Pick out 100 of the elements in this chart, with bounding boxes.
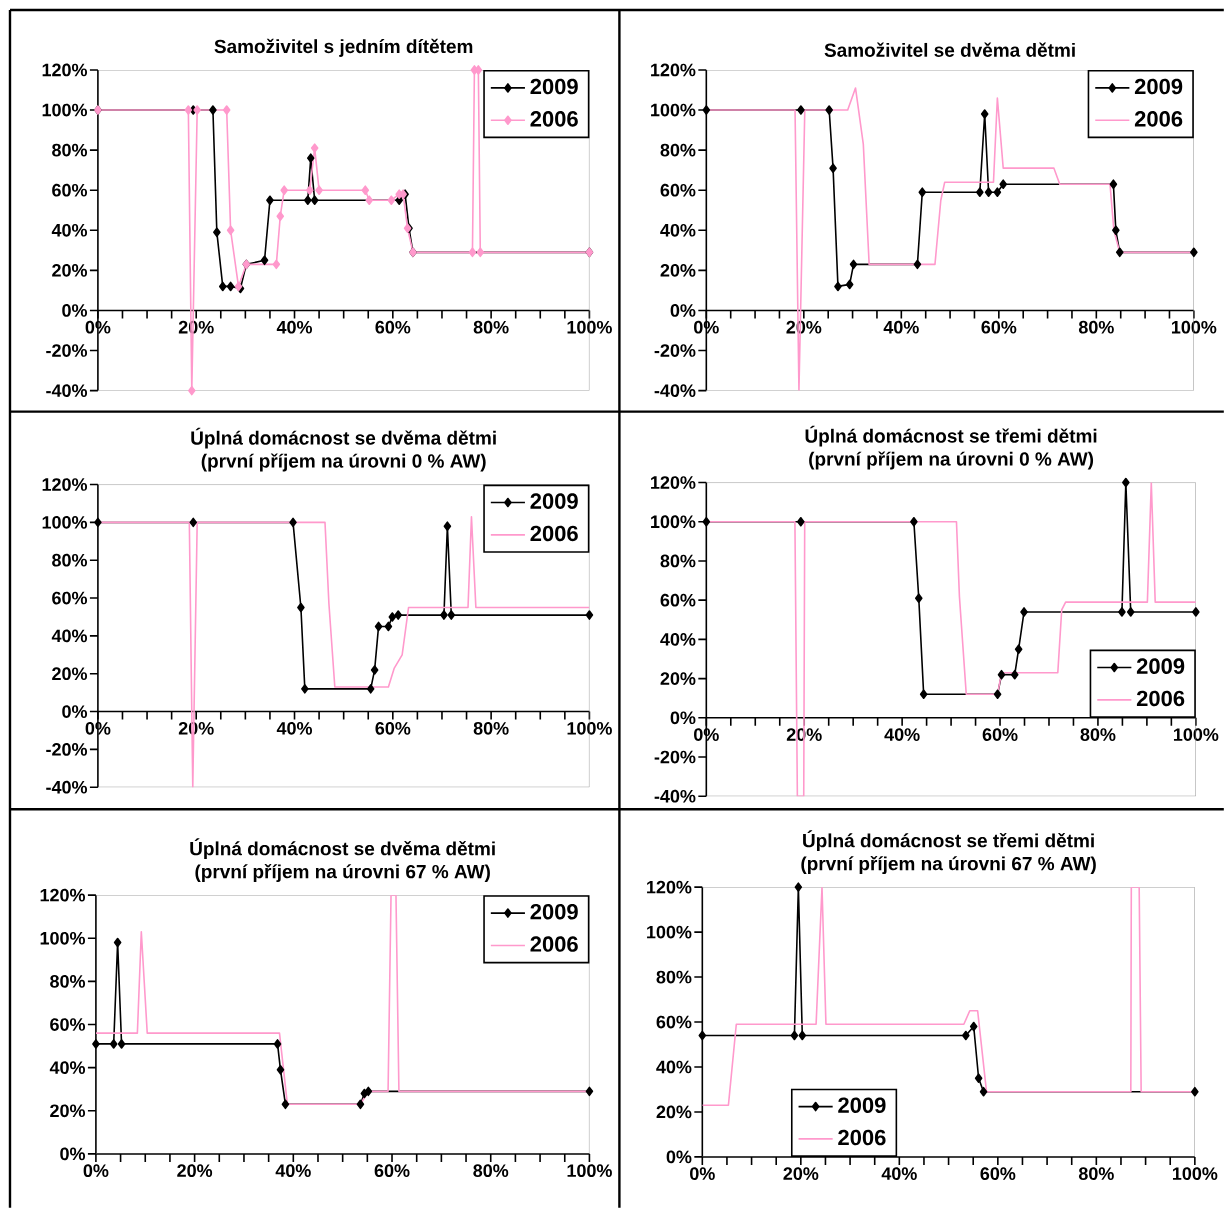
- chart-title: Samoživitel se dvěma dětmi: [824, 42, 1075, 57]
- x-tick-label: 20%: [786, 320, 822, 334]
- y-tick-label: 120%: [647, 880, 692, 894]
- legend-label: 2009: [1136, 658, 1185, 674]
- x-tick-label: 60%: [981, 320, 1017, 334]
- y-tick-label: -20%: [46, 743, 88, 756]
- x-tick-label: 20%: [783, 1167, 819, 1181]
- x-tick-label: 100%: [567, 320, 612, 334]
- y-tick-label: 20%: [52, 667, 88, 681]
- x-tick-label: 40%: [275, 1164, 311, 1178]
- y-tick-label: 0%: [670, 304, 696, 317]
- y-tick-label: 60%: [50, 1018, 86, 1031]
- x-tick-label: 100%: [567, 1164, 612, 1178]
- y-tick-label: -40%: [654, 384, 696, 397]
- x-tick-label: 80%: [1078, 1167, 1114, 1181]
- chart-title: Samoživitel s jedním dítětem: [214, 38, 473, 57]
- y-tick-label: 60%: [52, 183, 88, 197]
- chart-title: Úplná domácnost se třemi dětmi: [805, 425, 1097, 447]
- y-tick-label: 100%: [42, 103, 88, 117]
- y-tick-label: 80%: [52, 143, 88, 157]
- y-tick-label: 20%: [660, 263, 696, 277]
- y-tick-label: 80%: [50, 975, 86, 988]
- y-tick-label: 120%: [42, 63, 88, 77]
- x-tick-label: 60%: [374, 1164, 410, 1178]
- x-tick-label: 80%: [473, 721, 509, 735]
- x-tick-label: 20%: [178, 320, 214, 334]
- chart-subtitle: (první příjem na úrovni 67 % AW): [195, 863, 490, 883]
- y-tick-label: 100%: [40, 931, 86, 945]
- chart-title: Úplná domácnost se dvěma dětmi: [191, 427, 496, 449]
- x-tick-label: 60%: [375, 320, 411, 334]
- x-tick-label: 60%: [375, 721, 411, 735]
- legend-label: 2009: [1134, 78, 1183, 95]
- y-tick-label: -40%: [46, 780, 88, 794]
- y-tick-label: 20%: [52, 263, 88, 277]
- x-tick-label: 100%: [1173, 728, 1219, 741]
- y-tick-label: 100%: [651, 103, 696, 117]
- x-tick-label: 60%: [980, 1167, 1016, 1181]
- y-tick-label: -40%: [654, 789, 696, 803]
- x-tick-label: 20%: [786, 728, 822, 741]
- y-tick-label: 40%: [51, 629, 88, 643]
- x-tick-label: 100%: [1171, 320, 1217, 334]
- y-tick-label: 40%: [656, 1060, 692, 1074]
- x-tick-label: 0%: [690, 1167, 715, 1181]
- legend-label: 2006: [1136, 690, 1185, 707]
- y-tick-label: -20%: [46, 344, 88, 357]
- y-tick-label: 40%: [51, 223, 88, 237]
- chart-subtitle: (první příjem na úrovni 67 % AW): [801, 855, 1096, 875]
- legend-label: 2009: [530, 903, 578, 920]
- y-tick-label: 40%: [660, 223, 696, 237]
- y-tick-label: 120%: [651, 476, 696, 489]
- x-tick-label: 40%: [276, 320, 313, 334]
- chart-title: Úplná domácnost se dvěma dětmi: [190, 838, 495, 860]
- legend-label: 2006: [838, 1129, 886, 1146]
- y-tick-label: 40%: [49, 1061, 86, 1075]
- y-tick-label: -20%: [654, 750, 696, 764]
- legend-label: 2009: [838, 1097, 886, 1113]
- x-tick-label: 80%: [473, 320, 509, 334]
- y-tick-label: 80%: [52, 553, 88, 567]
- y-tick-label: 120%: [651, 63, 696, 77]
- y-tick-label: 60%: [656, 1015, 692, 1029]
- y-tick-label: 120%: [40, 888, 86, 902]
- legend-label: 2009: [530, 493, 578, 509]
- y-tick-label: 100%: [647, 925, 692, 939]
- x-tick-label: 40%: [883, 320, 919, 334]
- y-tick-label: 80%: [656, 970, 692, 984]
- legend-label: 2006: [1134, 111, 1183, 127]
- y-tick-label: -20%: [654, 344, 696, 357]
- y-tick-label: 100%: [42, 516, 88, 529]
- legend-label: 2006: [530, 111, 578, 127]
- legend-label: 2006: [530, 936, 578, 952]
- x-tick-label: 20%: [178, 721, 214, 735]
- x-tick-label: 80%: [473, 1164, 509, 1178]
- x-tick-label: 40%: [276, 721, 313, 735]
- chart-subtitle: (první příjem na úrovni 0 % AW): [809, 451, 1094, 470]
- x-tick-label: 60%: [982, 728, 1018, 741]
- y-tick-label: 20%: [656, 1105, 692, 1119]
- y-tick-label: 100%: [651, 515, 696, 529]
- legend-label: 2006: [530, 525, 578, 542]
- y-tick-label: 0%: [62, 705, 88, 718]
- x-tick-label: 100%: [567, 721, 612, 735]
- y-tick-label: 40%: [660, 633, 696, 646]
- x-tick-label: 40%: [881, 1167, 917, 1181]
- y-tick-label: 0%: [670, 711, 696, 725]
- y-tick-label: 0%: [60, 1147, 86, 1161]
- chart-title: Úplná domácnost se třemi dětmi: [803, 830, 1094, 852]
- x-tick-label: 100%: [1172, 1167, 1218, 1181]
- x-tick-label: 80%: [1078, 320, 1114, 334]
- y-tick-label: 0%: [62, 304, 88, 317]
- y-tick-label: 20%: [660, 672, 696, 685]
- y-tick-label: 60%: [52, 591, 88, 605]
- y-tick-label: 0%: [666, 1150, 692, 1164]
- y-tick-label: 20%: [50, 1104, 86, 1118]
- chart-subtitle: (první příjem na úrovni 0 % AW): [201, 453, 486, 472]
- legend-label: 2009: [530, 78, 578, 95]
- y-tick-label: 60%: [660, 593, 696, 607]
- x-tick-label: 0%: [83, 1164, 109, 1178]
- y-tick-label: -40%: [46, 384, 88, 397]
- x-tick-label: 40%: [884, 728, 920, 741]
- x-tick-label: 80%: [1080, 728, 1116, 741]
- y-tick-label: 120%: [42, 478, 88, 491]
